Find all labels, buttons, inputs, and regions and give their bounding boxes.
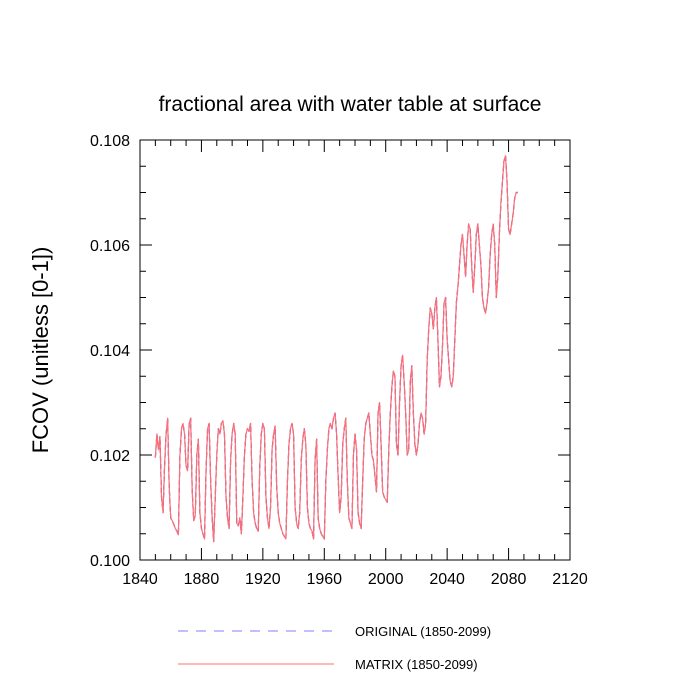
x-tick-label: 1840 bbox=[122, 571, 158, 588]
y-axis-label: FCOV (unitless [0-1]) bbox=[28, 247, 53, 454]
plot-frame bbox=[139, 139, 571, 561]
y-tick-label: 0.100 bbox=[90, 553, 130, 570]
x-tick-label: 2040 bbox=[429, 571, 465, 588]
tick-labels: 1840 1880 1920 1960 2000 2040 2080 2120 0.100 0.1… bbox=[90, 133, 588, 588]
legend: ORIGINAL (1850-2099) MATRIX (1850-2099) bbox=[178, 624, 491, 672]
series-layer bbox=[154, 155, 518, 543]
axis-ticks bbox=[139, 139, 571, 561]
x-tick-label: 1880 bbox=[184, 571, 220, 588]
series-line-original bbox=[154, 155, 518, 543]
x-tick-label: 1920 bbox=[245, 571, 281, 588]
y-tick-label: 0.102 bbox=[90, 448, 130, 465]
x-tick-label: 2120 bbox=[552, 571, 588, 588]
chart-title: fractional area with water table at surf… bbox=[159, 93, 542, 116]
legend-label: ORIGINAL (1850-2099) bbox=[355, 624, 491, 639]
x-tick-label: 2080 bbox=[491, 571, 527, 588]
y-tick-label: 0.106 bbox=[90, 238, 130, 255]
x-tick-label: 1960 bbox=[306, 571, 342, 588]
y-tick-label: 0.108 bbox=[90, 133, 130, 150]
legend-label: MATRIX (1850-2099) bbox=[355, 657, 478, 672]
y-tick-label: 0.104 bbox=[90, 343, 130, 360]
x-tick-label: 2000 bbox=[368, 571, 404, 588]
series-line-matrix bbox=[154, 155, 518, 543]
